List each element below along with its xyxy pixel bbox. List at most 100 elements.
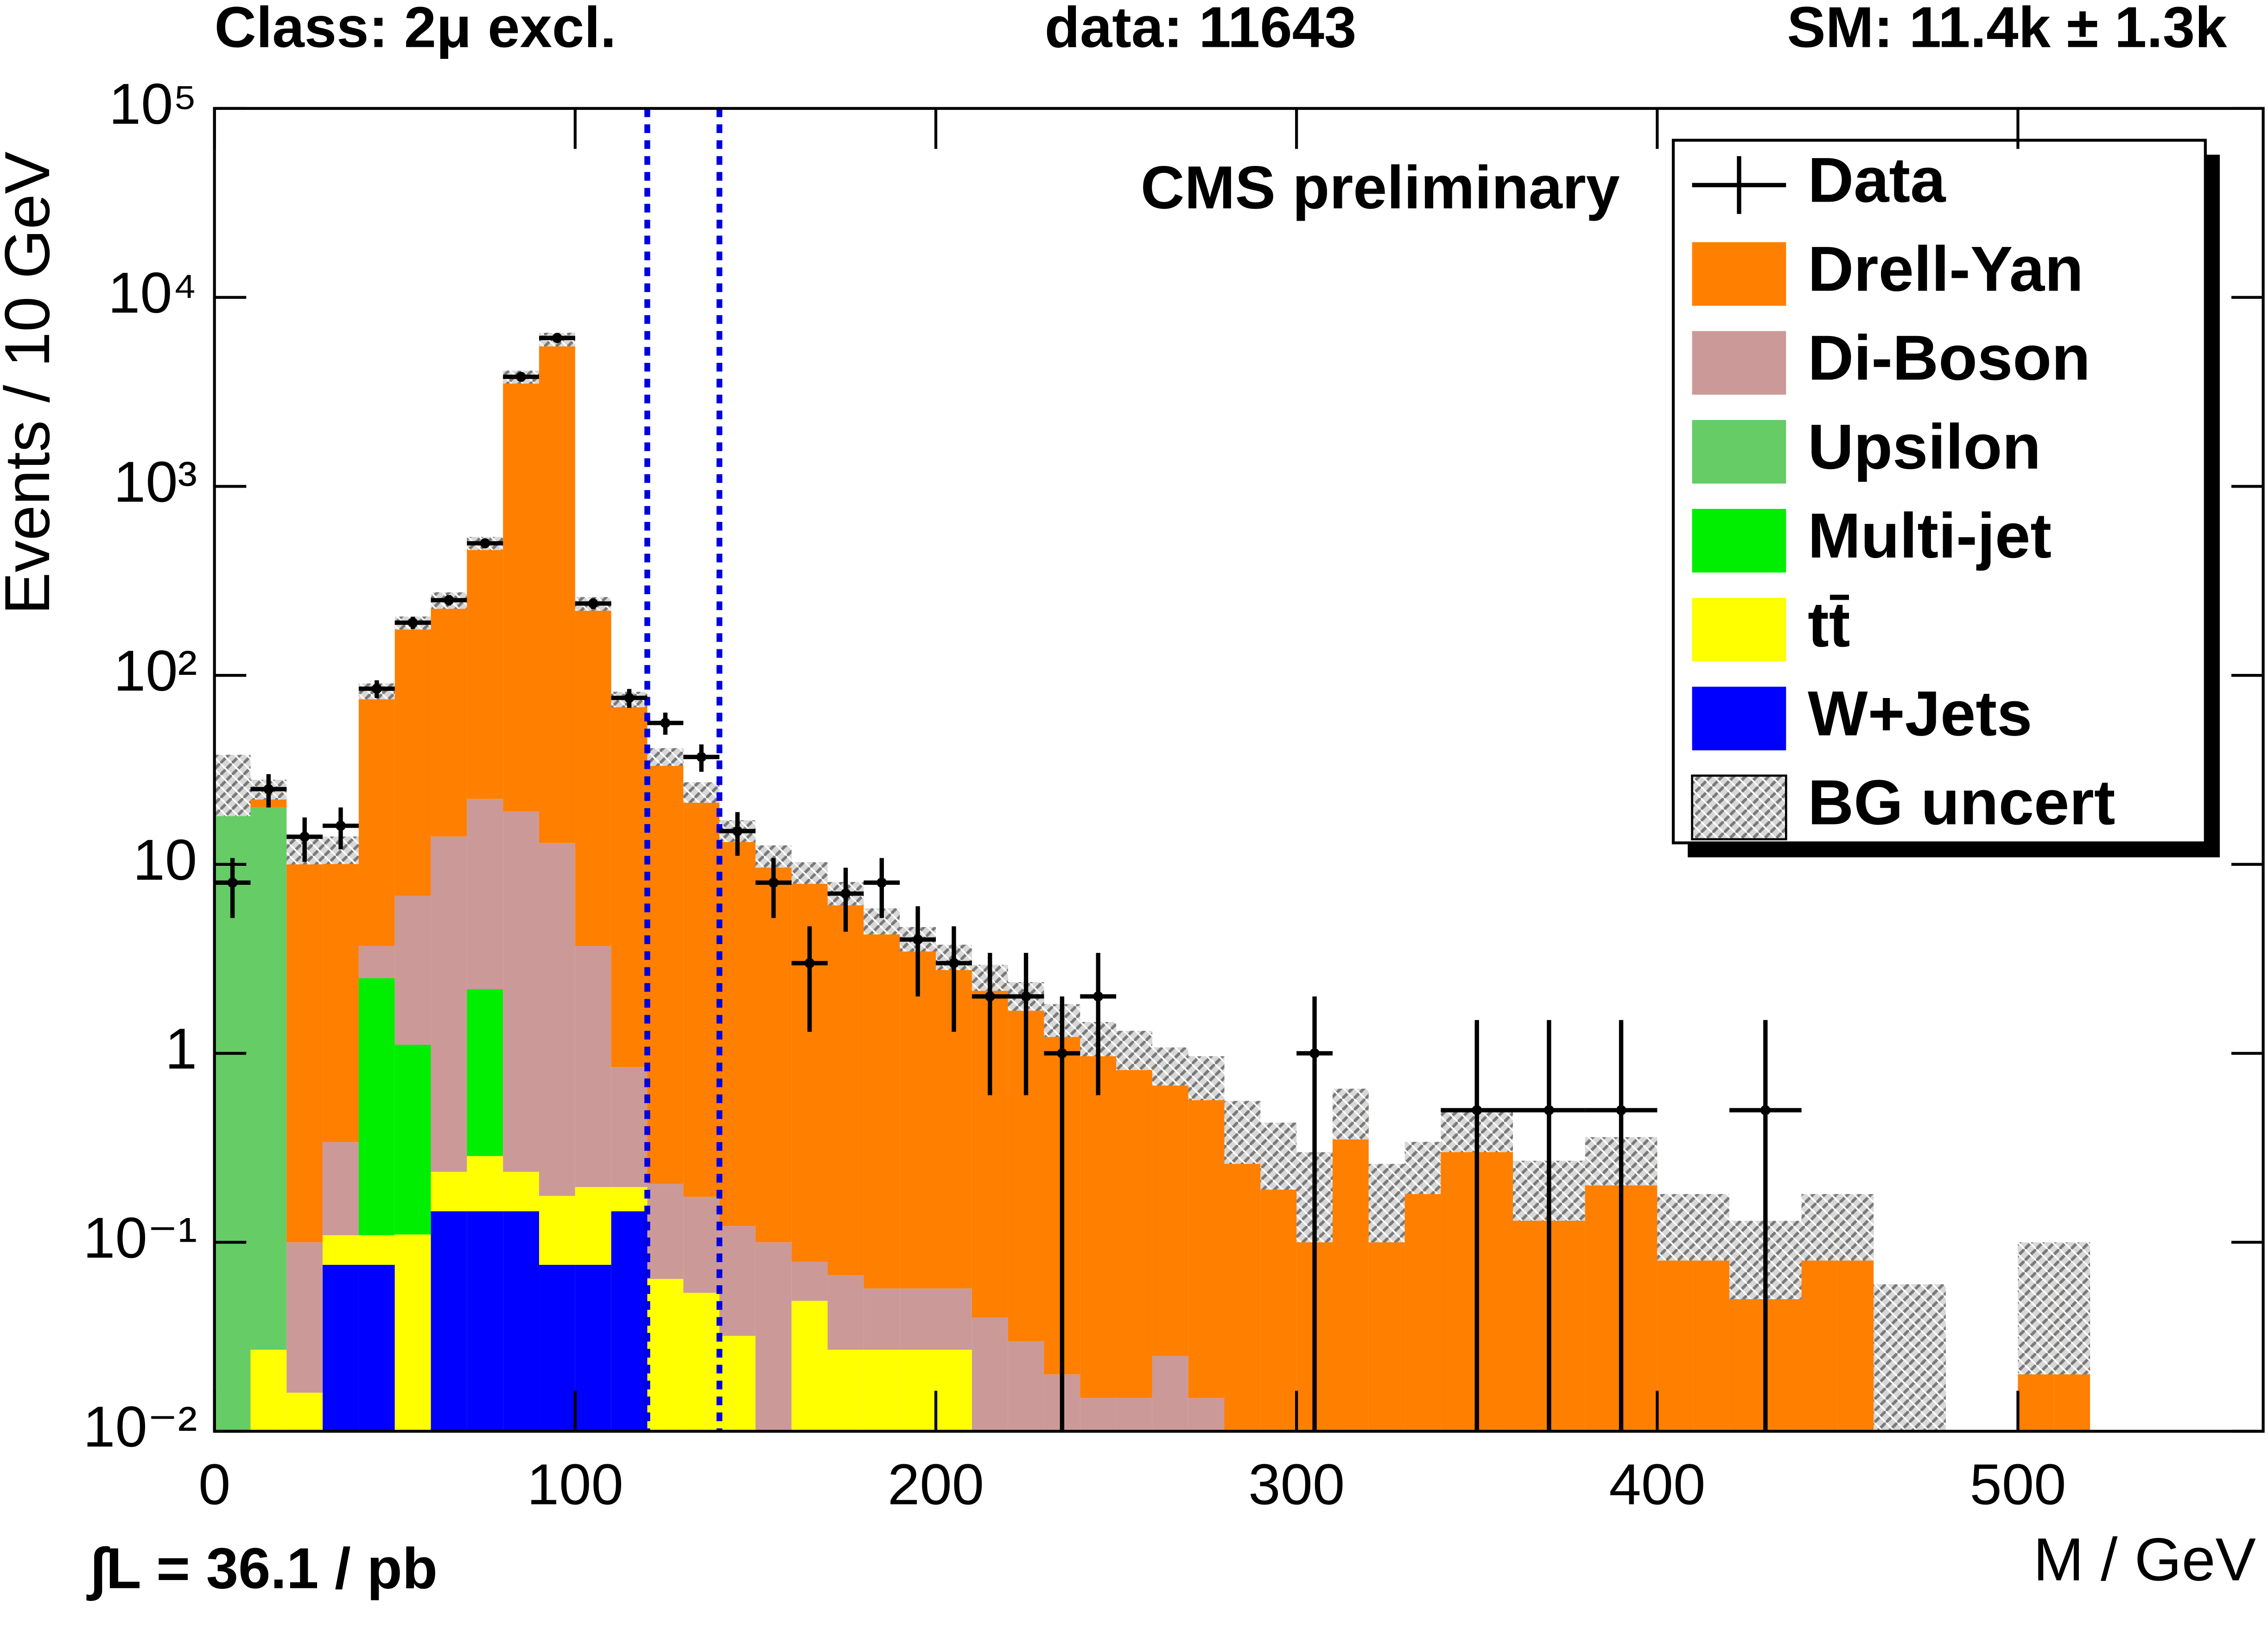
y-tick-label: 10² <box>114 639 197 703</box>
histogram-bar <box>827 1350 864 1432</box>
y-axis-label: Events / 10 GeV <box>0 152 63 615</box>
data-point <box>696 752 707 762</box>
uncertainty-band <box>1657 1194 1694 1261</box>
histogram-bar <box>1441 1128 1477 1432</box>
legend-swatch <box>1692 331 1786 395</box>
legend-swatch <box>1692 597 1786 662</box>
histogram-bar <box>286 1242 323 1393</box>
data-point <box>913 934 923 945</box>
histogram-bar <box>358 691 395 946</box>
uncertainty-band <box>1188 1056 1225 1100</box>
data-point <box>804 958 815 968</box>
histogram-bar <box>286 1392 323 1432</box>
data-point <box>516 372 527 382</box>
legend-swatch <box>1692 420 1786 484</box>
uncertainty-band <box>1404 1142 1441 1194</box>
histogram-bar <box>972 1317 1008 1432</box>
data-point <box>588 598 598 609</box>
data-point <box>877 877 887 888</box>
histogram-bar <box>250 1350 287 1432</box>
legend-swatch <box>1692 508 1786 573</box>
uncertainty-band <box>647 748 684 766</box>
x-tick-label: 400 <box>1609 1453 1705 1517</box>
uncertainty-band <box>1116 1031 1152 1070</box>
legend-label: W+Jets <box>1808 679 2032 749</box>
histogram-bar <box>611 1187 648 1212</box>
histogram-bar <box>1513 1185 1549 1432</box>
histogram-bar <box>1332 1110 1369 1432</box>
histogram-bar <box>935 1288 972 1350</box>
histogram-bar <box>286 849 323 1243</box>
histogram-bar <box>358 1264 395 1432</box>
uncertainty-band <box>1693 1194 1729 1261</box>
histogram-bar <box>1224 1126 1261 1432</box>
histogram-bar <box>394 1234 431 1432</box>
data-point <box>985 991 995 1002</box>
histogram-bar <box>467 543 503 799</box>
y-tick-label: 10⁴ <box>108 261 197 325</box>
data-point <box>732 826 743 836</box>
histogram-bar <box>1621 1157 1658 1432</box>
histogram-bar <box>394 622 431 896</box>
data-point <box>1544 1105 1554 1116</box>
histogram-bar <box>1477 1128 1513 1432</box>
data-point <box>660 717 671 728</box>
data-point <box>1760 1105 1771 1116</box>
histogram-bar <box>647 1184 684 1279</box>
histogram-bar <box>611 1067 648 1187</box>
histogram-bar <box>900 1350 936 1432</box>
histogram-bar <box>683 792 720 1197</box>
histogram-bar <box>323 1235 359 1265</box>
uncertainty-band <box>1765 1220 1802 1300</box>
data-point <box>1021 991 1031 1002</box>
luminosity: ∫L = 36.1 / pb <box>86 1536 437 1601</box>
histogram-bar <box>791 1262 828 1301</box>
data-point <box>299 832 310 842</box>
histogram-bar <box>719 1226 756 1336</box>
histogram-bar <box>864 1288 900 1350</box>
histogram-bar <box>467 1156 503 1212</box>
histogram-bar <box>431 1172 467 1212</box>
y-tick-label: 10³ <box>114 450 197 514</box>
data-point <box>624 692 635 703</box>
histogram-bar <box>1080 1037 1117 1398</box>
uncertainty-band <box>1513 1161 1549 1221</box>
histogram-bar <box>864 920 900 1289</box>
x-tick-label: 100 <box>527 1453 623 1517</box>
histogram-bar <box>503 811 540 1172</box>
x-tick-label: 500 <box>1969 1453 2066 1517</box>
histogram-bar <box>1080 1398 1117 1432</box>
histogram-bar <box>503 1211 540 1432</box>
uncertainty-band <box>214 755 251 816</box>
histogram-bar <box>503 1172 540 1212</box>
uncertainty-band <box>1801 1194 1838 1261</box>
histogram-bar <box>1585 1157 1621 1432</box>
histogram-bar <box>394 1045 431 1235</box>
histogram-bar <box>827 893 864 1276</box>
histogram-bar <box>683 1197 720 1293</box>
uncertainty-band <box>1621 1137 1658 1186</box>
histogram-bar <box>575 1264 611 1432</box>
legend-label: Drell-Yan <box>1808 234 2084 305</box>
histogram-bar <box>539 843 575 1196</box>
histogram-bar <box>323 1142 359 1236</box>
histogram-bar <box>1152 1356 1188 1432</box>
legend-label: tt̄ <box>1808 590 1850 660</box>
histogram-bar <box>250 807 287 1350</box>
histogram-bar <box>683 1293 720 1432</box>
data-point <box>263 784 274 794</box>
x-tick-label: 0 <box>198 1453 230 1517</box>
data-point <box>840 889 851 899</box>
histogram-bar <box>827 1275 864 1350</box>
uncertainty-band <box>1729 1220 1766 1300</box>
data-point <box>480 538 490 549</box>
y-tick-label: 1 <box>165 1017 197 1081</box>
histogram-bar <box>431 836 467 1172</box>
uncertainty-band <box>1910 1284 1946 1432</box>
histogram-bar <box>647 756 684 1184</box>
uncertainty-band <box>1874 1284 1910 1432</box>
legend-swatch <box>1692 686 1786 750</box>
plot-frame <box>213 107 2265 1433</box>
uncertainty-band <box>1368 1164 1405 1243</box>
data-point <box>948 958 959 968</box>
